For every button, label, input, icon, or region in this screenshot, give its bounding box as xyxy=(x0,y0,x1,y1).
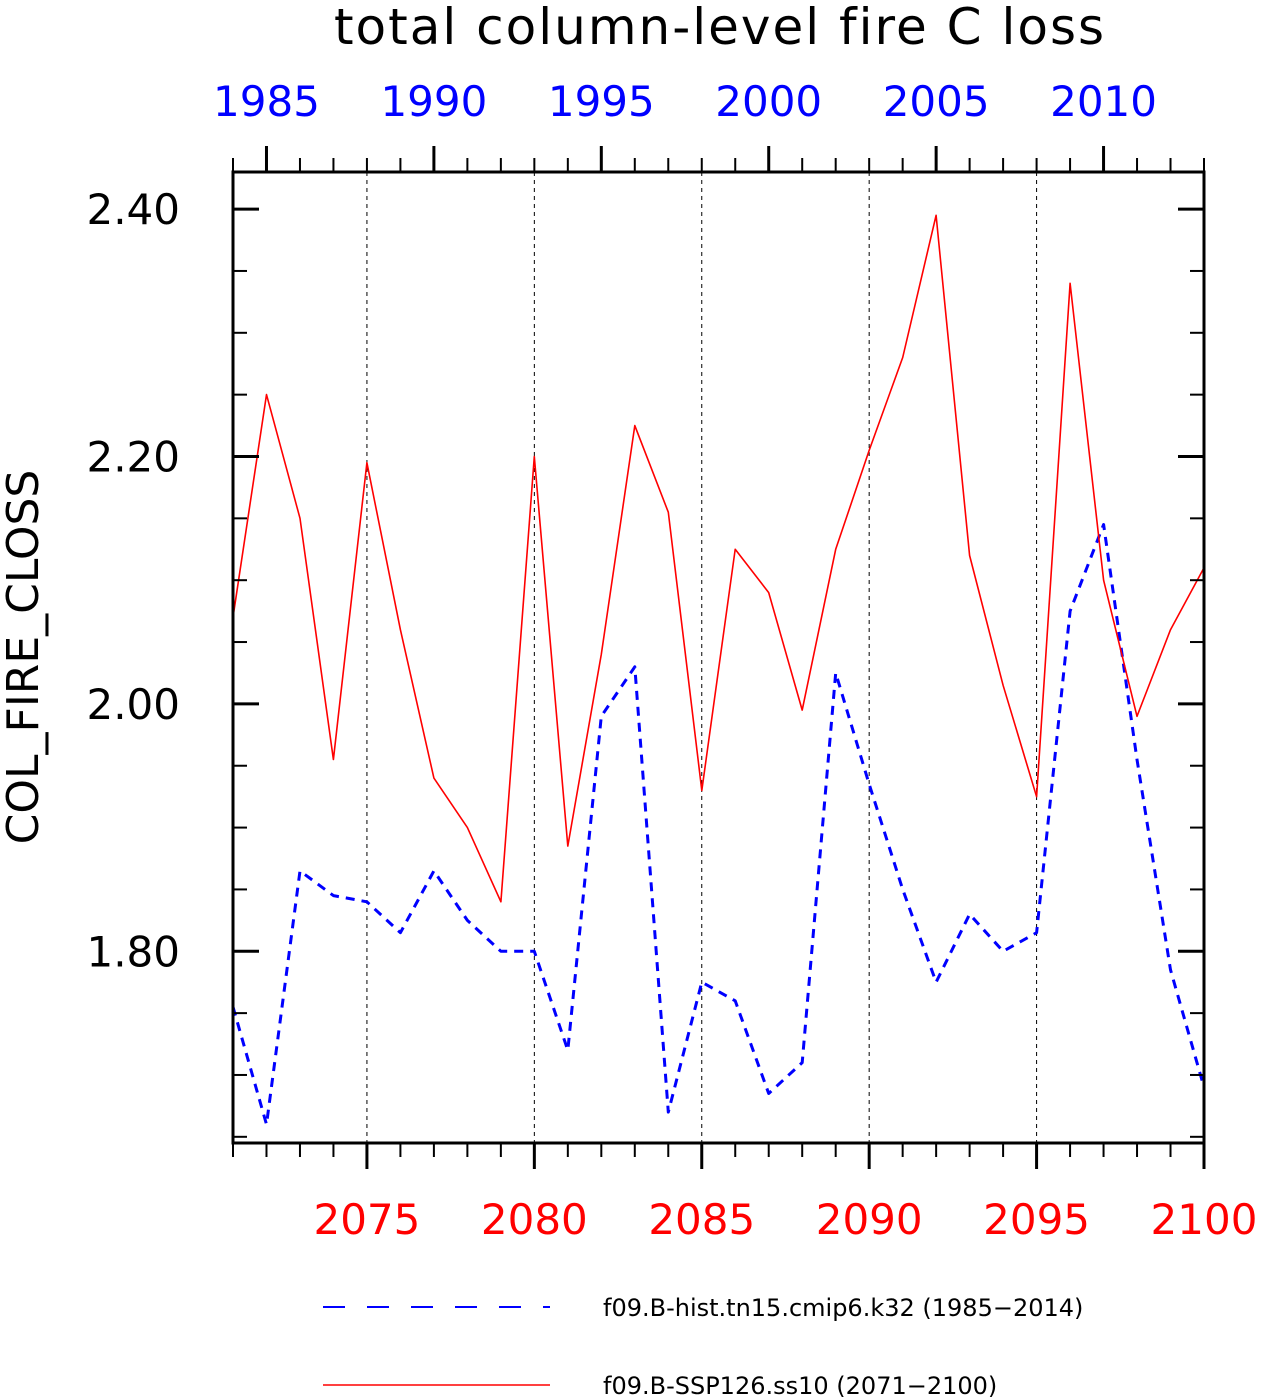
bottom-axis-tick-label: 2100 xyxy=(1151,1195,1258,1244)
top-axis-tick-label: 1985 xyxy=(213,77,320,126)
y-tick-label: 1.80 xyxy=(86,927,180,976)
series-line-historical xyxy=(231,523,1206,1126)
series-layer xyxy=(231,214,1206,1126)
top-axis-tick-label: 1995 xyxy=(548,77,655,126)
top-axis-tick-label: 2010 xyxy=(1050,77,1157,126)
bottom-axis-tick-label: 2080 xyxy=(481,1195,588,1244)
axis-ticks xyxy=(232,146,1206,1169)
y-tick-label: 2.40 xyxy=(86,185,180,234)
axis-tick-labels: 1.80 2.00 2.20 2.40 1985 1990 1995 2000 2005 2010… xyxy=(86,77,1257,1244)
bottom-axis-tick-label: 2095 xyxy=(983,1195,1090,1244)
y-axis-label: COL_FIRE_CLOSS xyxy=(0,470,49,845)
y-tick-label: 2.20 xyxy=(86,432,180,481)
legend-label: f09.B-SSP126.ss10 (2071−2100) xyxy=(603,1372,997,1400)
bottom-axis-tick-label: 2075 xyxy=(313,1195,420,1244)
y-tick-label: 2.00 xyxy=(86,680,180,729)
plot-area-frame xyxy=(231,170,1206,1145)
legend-label: f09.B-hist.tn15.cmip6.k32 (1985−2014) xyxy=(603,1294,1083,1322)
series-line-ssp126 xyxy=(232,214,1205,903)
chart-title: total column-level fire C loss xyxy=(334,0,1106,56)
grid-lines xyxy=(366,172,1038,1143)
legend: f09.B-hist.tn15.cmip6.k32 (1985−2014) f09… xyxy=(323,1294,1083,1400)
top-axis-tick-label: 2000 xyxy=(715,77,822,126)
bottom-axis-tick-label: 2090 xyxy=(816,1195,923,1244)
top-axis-tick-label: 2005 xyxy=(883,77,990,126)
bottom-axis-tick-label: 2085 xyxy=(648,1195,755,1244)
top-axis-tick-label: 1990 xyxy=(380,77,487,126)
